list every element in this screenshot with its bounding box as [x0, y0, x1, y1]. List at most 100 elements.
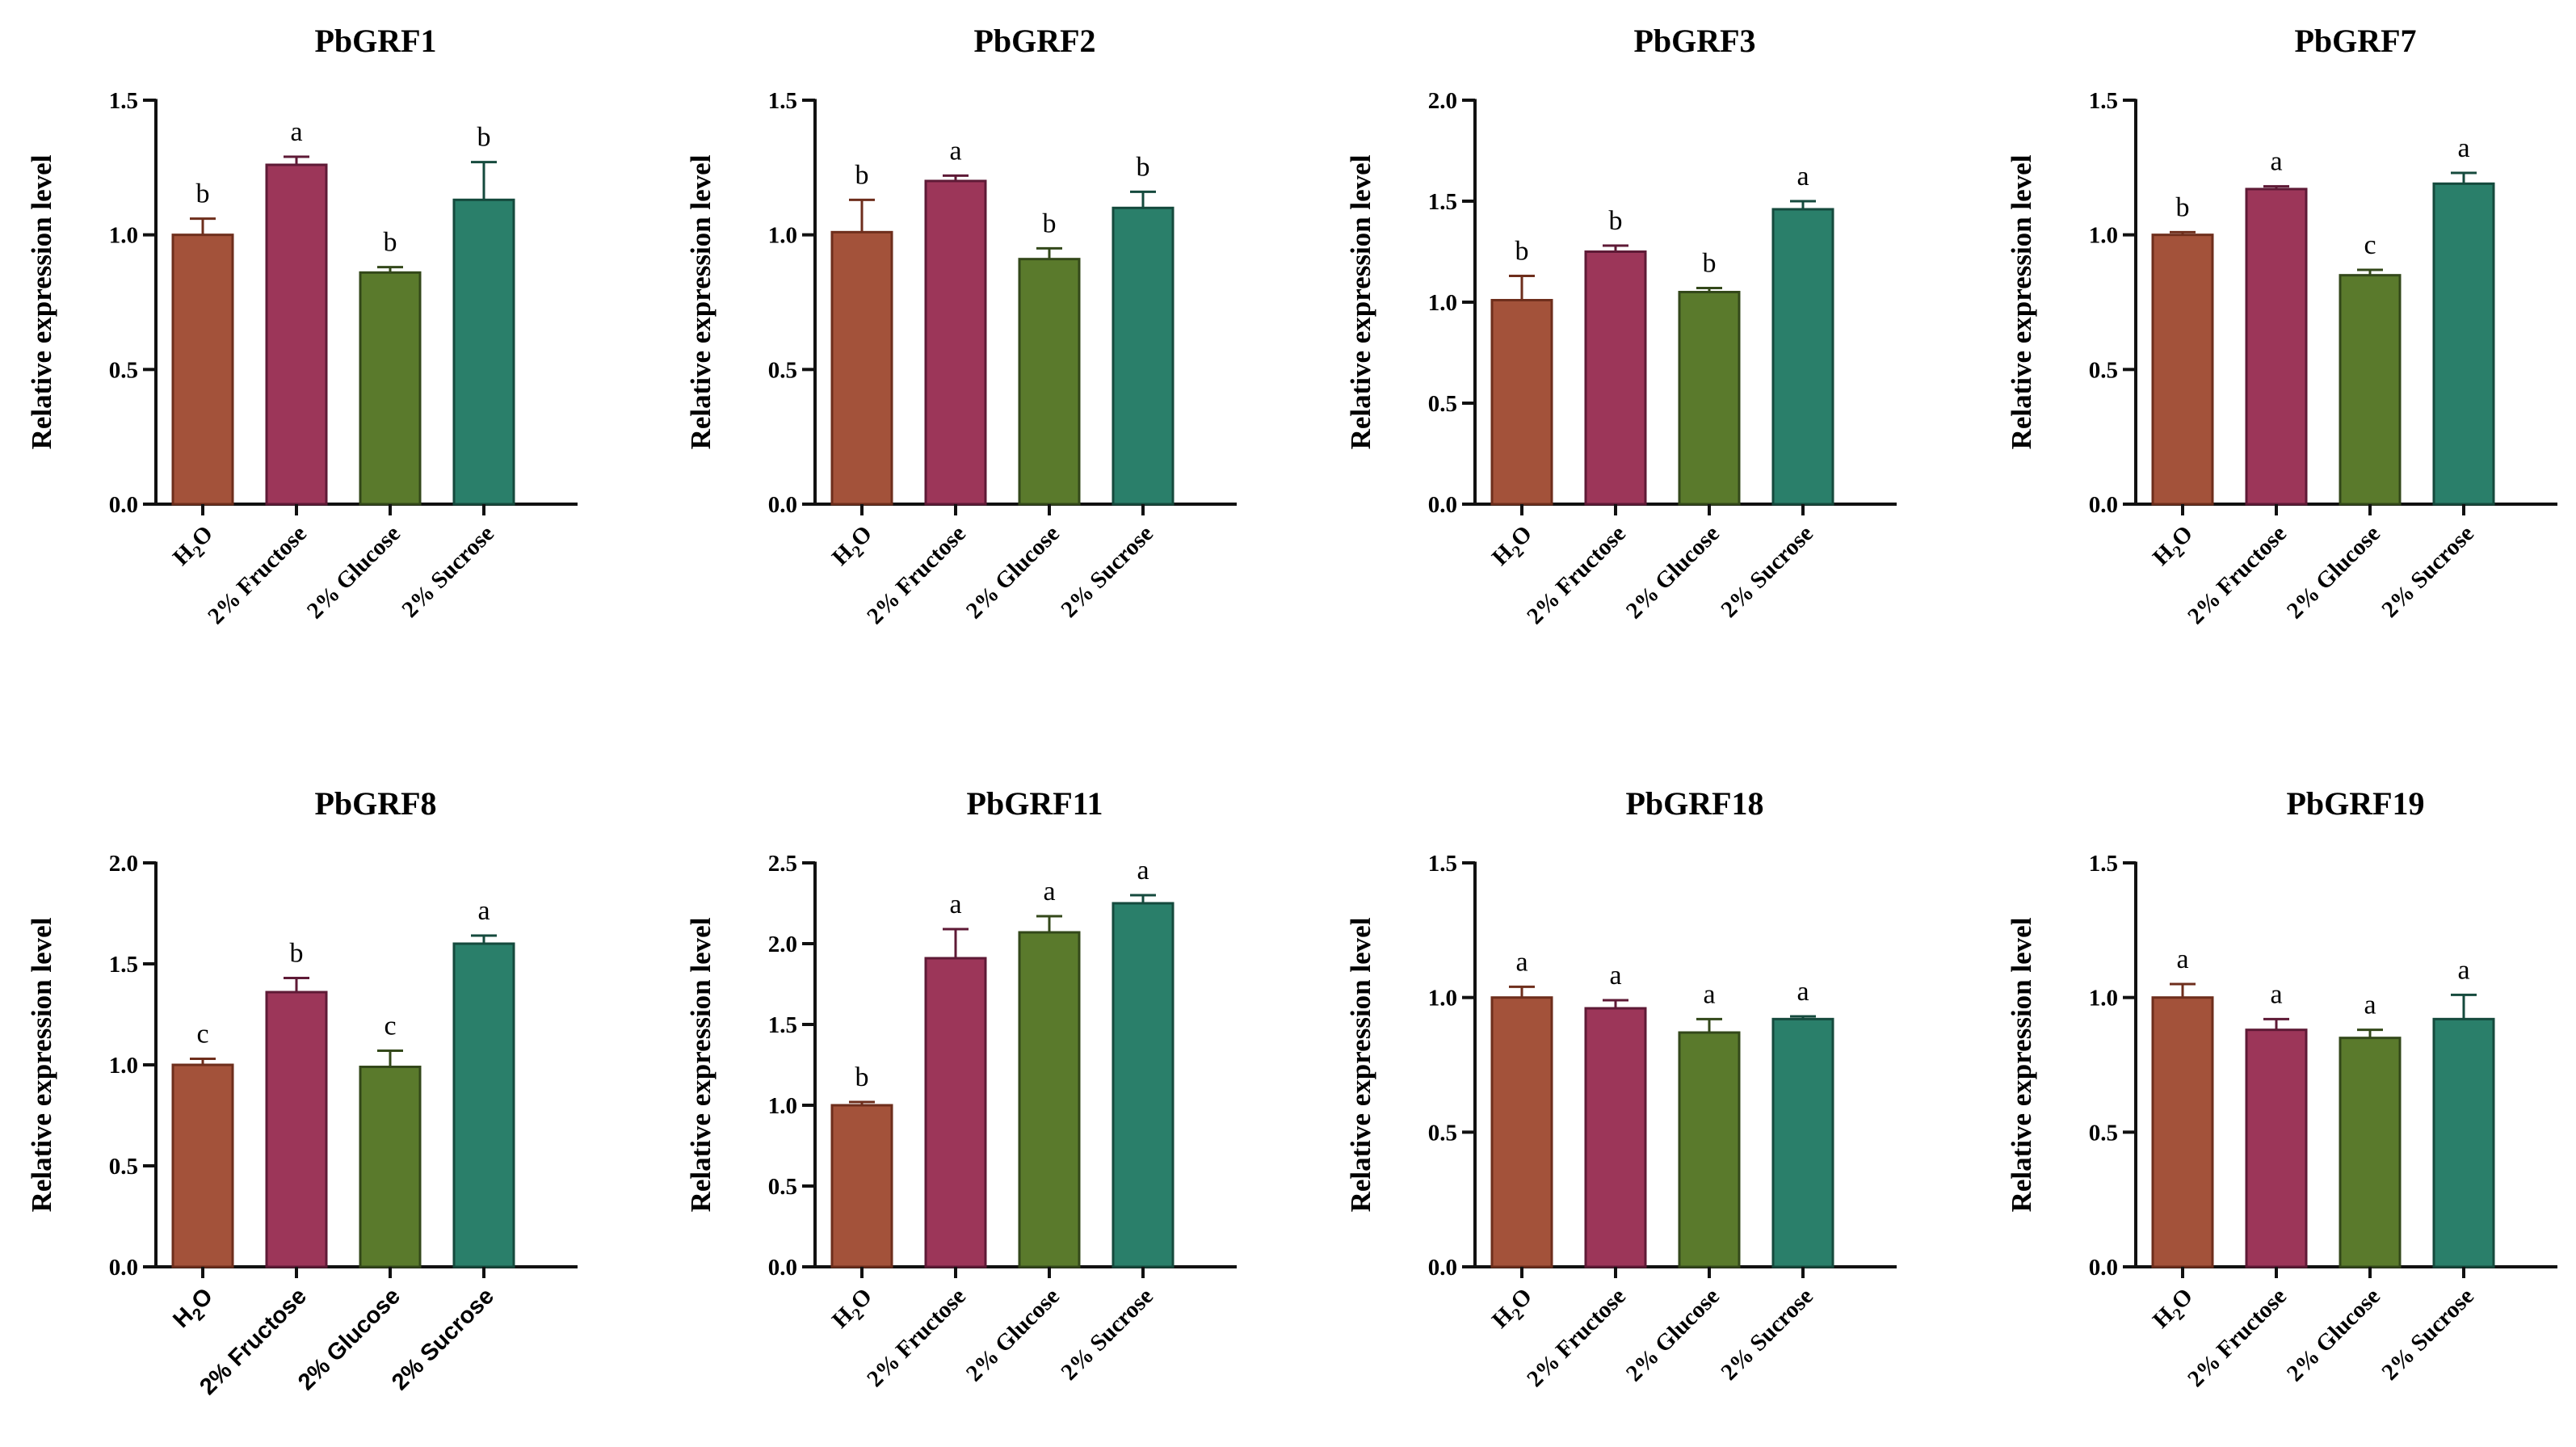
significance-letter: a [1703, 979, 1715, 1009]
category-label: 2% Glucose [961, 520, 1065, 624]
category-label: 2% Sucrose [2376, 1283, 2479, 1386]
chart-title: PbGRF3 [1633, 23, 1755, 59]
chart-panel-pbgrf2: PbGRF2 Relative expression level 0.0 0.5 1.0… [685, 23, 1237, 629]
significance-letter: a [1515, 947, 1528, 977]
significance-letter: b [855, 160, 869, 190]
bar-1 [1584, 250, 1647, 506]
y-tick-label: 1.5 [1428, 189, 1457, 215]
significance-letter: a [2176, 944, 2188, 974]
significance-letter: a [2457, 955, 2469, 985]
category-label: 2% Fructose [862, 520, 971, 629]
y-tick-label: 1.0 [2089, 223, 2118, 249]
significance-letter: a [1796, 162, 1809, 191]
y-tick-label: 0.5 [2089, 357, 2118, 383]
chart-title: PbGRF7 [2294, 23, 2416, 59]
category-label: 2% Fructose [2183, 1283, 2292, 1392]
significance-letter: b [1609, 206, 1623, 236]
category-label: 2% Glucose [1621, 520, 1725, 624]
significance-letter: b [384, 228, 397, 258]
chart-panel-pbgrf7: PbGRF7 Relative expression level 0.0 0.5 1.0… [2006, 23, 2557, 629]
significance-letter: b [2176, 192, 2190, 222]
y-tick-label: 0.0 [1428, 492, 1457, 518]
bar-1 [924, 179, 987, 506]
significance-letter: b [196, 179, 210, 209]
y-tick-label: 0.0 [109, 1255, 138, 1281]
significance-letter: a [477, 896, 490, 926]
y-tick-label: 0.0 [768, 1255, 797, 1281]
category-label: 2% Fructose [203, 520, 312, 629]
significance-letter: c [196, 1020, 208, 1049]
significance-letter: a [1796, 977, 1809, 1007]
chart-title: PbGRF11 [967, 785, 1103, 822]
significance-letter: a [2270, 147, 2282, 177]
y-tick-label: 0.0 [768, 492, 797, 518]
chart-panel-pbgrf11: PbGRF11 Relative expression level 0.0 0.5 1.… [685, 785, 1237, 1392]
category-label: 2% Sucrose [1056, 520, 1158, 623]
significance-letter: b [855, 1062, 869, 1092]
chart-panel-pbgrf8: PbGRF8 Relative expression level 0.0 0.5 1.0… [26, 785, 578, 1400]
chart-panel-pbgrf18: PbGRF18 Relative expression level 0.0 0.5 1.… [1345, 785, 1897, 1392]
y-tick-label: 0.0 [2089, 1255, 2118, 1281]
chart-title: PbGRF18 [1625, 785, 1763, 822]
bar-2 [1018, 931, 1081, 1268]
significance-letter: b [1137, 152, 1150, 182]
category-label: H2O [827, 1283, 880, 1336]
chart-title: PbGRF8 [314, 785, 436, 822]
y-tick-label: 1.5 [768, 1012, 797, 1038]
category-label: 2% Glucose [1621, 1283, 1725, 1386]
y-tick-label: 0.5 [1428, 391, 1457, 417]
bar-2 [1018, 258, 1081, 506]
y-axis-label: Relative expression level [26, 154, 57, 449]
bar-3 [1112, 902, 1175, 1268]
bar-2 [1678, 1031, 1741, 1268]
category-label: H2O [827, 520, 880, 574]
significance-letter: a [1609, 961, 1621, 991]
y-tick-label: 1.0 [2089, 986, 2118, 1012]
category-label: 2% Glucose [2282, 520, 2385, 624]
significance-letter: b [1515, 237, 1529, 267]
significance-letter: a [2457, 133, 2469, 163]
y-tick-label: 1.0 [1428, 290, 1457, 316]
y-tick-label: 0.5 [2089, 1120, 2118, 1146]
category-label: H2O [168, 1283, 221, 1336]
category-label: 2% Glucose [302, 520, 406, 624]
y-tick-label: 1.0 [768, 1093, 797, 1119]
significance-letter: a [2270, 979, 2282, 1009]
y-axis-label: Relative expression level [1345, 154, 1376, 449]
category-label: 2% Fructose [1522, 1283, 1631, 1392]
chart-title: PbGRF2 [973, 23, 1095, 59]
bar-0 [2151, 996, 2214, 1268]
bar-3 [2432, 1017, 2495, 1268]
category-label: H2O [168, 520, 221, 574]
bar-3 [1771, 208, 1834, 506]
y-tick-label: 0.5 [768, 1174, 797, 1200]
significance-letter: a [949, 890, 961, 919]
category-label: 2% Glucose [961, 1283, 1065, 1386]
y-tick-label: 0.5 [1428, 1120, 1457, 1146]
y-tick-label: 1.5 [109, 952, 138, 978]
y-axis-label: Relative expression level [2006, 917, 2037, 1212]
significance-letter: b [1703, 249, 1717, 279]
bar-3 [452, 942, 515, 1268]
chart-panel-pbgrf3: PbGRF3 Relative expression level 0.0 0.5 1.0… [1345, 23, 1897, 629]
significance-letter: b [1043, 208, 1057, 238]
bar-0 [1490, 996, 1553, 1268]
significance-letter: b [477, 123, 491, 153]
y-tick-label: 1.5 [109, 88, 138, 114]
category-label: H2O [1487, 520, 1540, 574]
bar-2 [359, 271, 422, 506]
bar-0 [171, 233, 234, 506]
category-label: H2O [2148, 1283, 2201, 1336]
significance-letter: b [290, 939, 304, 969]
significance-letter: a [290, 117, 302, 147]
y-axis-label: Relative expression level [685, 154, 716, 449]
bar-2 [2339, 1037, 2402, 1268]
bar-1 [924, 957, 987, 1268]
bar-1 [2245, 187, 2308, 506]
y-tick-label: 0.5 [109, 357, 138, 383]
y-tick-label: 1.5 [1428, 851, 1457, 877]
bar-3 [2432, 182, 2495, 506]
y-tick-label: 0.0 [109, 492, 138, 518]
significance-letter: a [2364, 991, 2376, 1020]
